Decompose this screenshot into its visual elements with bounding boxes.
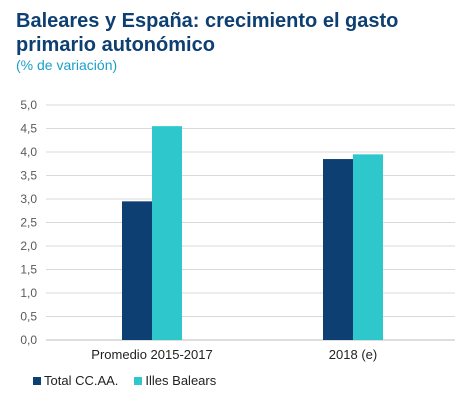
y-tick-label: 0,5 bbox=[20, 310, 37, 324]
y-tick-label: 5,0 bbox=[20, 98, 37, 112]
bar-baleares bbox=[152, 126, 182, 341]
y-tick-label: 2,0 bbox=[20, 239, 37, 253]
y-tick-label: 1,0 bbox=[20, 286, 37, 300]
bar-total bbox=[323, 159, 353, 340]
legend-label-baleares: Illes Balears bbox=[145, 373, 217, 388]
legend-swatch-total bbox=[33, 376, 41, 385]
y-tick-label: 1,5 bbox=[20, 263, 37, 277]
x-category-label: Promedio 2015-2017 bbox=[91, 347, 212, 362]
y-tick-label: 3,5 bbox=[20, 169, 37, 183]
y-tick-label: 0,0 bbox=[20, 333, 37, 347]
bar-total bbox=[122, 201, 152, 340]
y-tick-label: 3,0 bbox=[20, 192, 37, 206]
legend-item-baleares: Illes Balears bbox=[134, 373, 216, 388]
legend: Total CC.AA. Illes Balears bbox=[33, 373, 226, 388]
legend-item-total: Total CC.AA. bbox=[33, 373, 118, 388]
y-tick-label: 4,0 bbox=[20, 145, 37, 159]
x-category-label: 2018 (e) bbox=[329, 347, 377, 362]
chart-subtitle: (% de variación) bbox=[16, 57, 118, 73]
legend-swatch-baleares bbox=[134, 376, 143, 385]
chart-title: Baleares y España: crecimiento el gasto … bbox=[16, 10, 399, 56]
y-tick-label: 4,5 bbox=[20, 122, 37, 136]
legend-label-total: Total CC.AA. bbox=[44, 373, 119, 388]
y-tick-label: 2,5 bbox=[20, 216, 37, 230]
bar-baleares bbox=[353, 154, 383, 340]
